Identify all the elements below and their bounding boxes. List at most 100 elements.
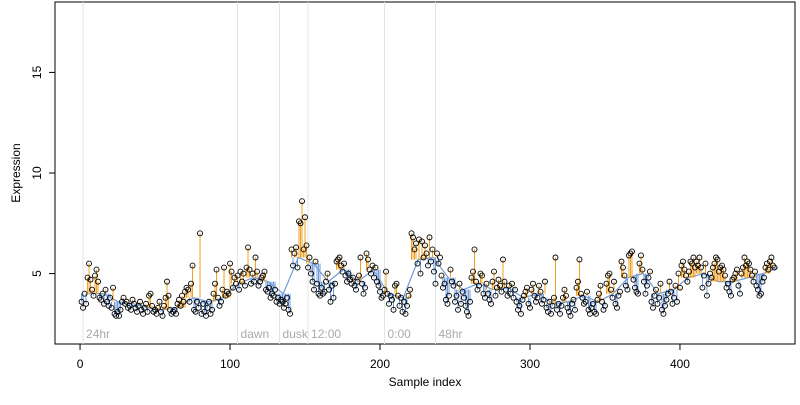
point bbox=[188, 280, 194, 287]
point bbox=[287, 310, 293, 317]
point bbox=[450, 282, 457, 289]
point bbox=[474, 286, 481, 293]
x-tick-label: 400 bbox=[670, 357, 690, 371]
point bbox=[93, 266, 100, 273]
annotation: dusk bbox=[283, 327, 309, 341]
point bbox=[90, 292, 97, 299]
point bbox=[576, 256, 583, 263]
point bbox=[323, 278, 329, 285]
point bbox=[446, 292, 452, 299]
point bbox=[306, 254, 313, 261]
point bbox=[623, 282, 629, 289]
point bbox=[345, 270, 352, 277]
point bbox=[707, 270, 713, 277]
point bbox=[137, 298, 143, 305]
point bbox=[414, 260, 421, 267]
point bbox=[468, 274, 475, 281]
point bbox=[480, 290, 487, 297]
point bbox=[404, 302, 410, 309]
point bbox=[575, 278, 581, 285]
point bbox=[329, 282, 335, 289]
point bbox=[197, 230, 203, 237]
point bbox=[527, 304, 533, 311]
point bbox=[245, 244, 251, 251]
point bbox=[266, 284, 272, 291]
point bbox=[443, 296, 449, 303]
point bbox=[608, 286, 614, 293]
point bbox=[546, 298, 553, 305]
point bbox=[173, 310, 179, 317]
point bbox=[299, 198, 305, 205]
point bbox=[447, 266, 454, 273]
point bbox=[158, 308, 164, 315]
point bbox=[431, 268, 437, 275]
point bbox=[291, 250, 298, 257]
point bbox=[650, 304, 656, 311]
annotation: 0:00 bbox=[388, 327, 412, 341]
point bbox=[755, 286, 761, 293]
x-tick-label: 300 bbox=[520, 357, 540, 371]
point bbox=[662, 302, 668, 309]
point bbox=[666, 278, 673, 285]
point bbox=[363, 250, 370, 257]
point bbox=[470, 268, 476, 275]
point bbox=[233, 280, 239, 287]
point bbox=[750, 278, 757, 285]
point bbox=[515, 306, 521, 313]
point bbox=[549, 302, 556, 309]
point bbox=[423, 250, 430, 257]
point bbox=[629, 248, 635, 255]
point bbox=[489, 278, 496, 285]
point bbox=[486, 296, 493, 303]
point bbox=[684, 278, 691, 285]
point bbox=[117, 306, 124, 313]
point bbox=[519, 296, 526, 303]
point bbox=[348, 280, 355, 287]
point bbox=[300, 246, 307, 253]
point bbox=[441, 280, 448, 287]
point bbox=[167, 306, 173, 313]
point bbox=[359, 280, 365, 287]
point bbox=[479, 272, 485, 279]
point bbox=[536, 282, 542, 289]
point bbox=[402, 310, 409, 317]
point bbox=[339, 268, 346, 275]
point bbox=[368, 270, 374, 277]
point bbox=[293, 244, 299, 251]
point bbox=[771, 264, 778, 271]
point bbox=[690, 254, 697, 261]
point bbox=[279, 298, 286, 305]
point bbox=[552, 254, 559, 261]
point bbox=[567, 312, 574, 319]
point bbox=[564, 304, 571, 311]
point bbox=[558, 302, 565, 309]
point bbox=[92, 272, 98, 279]
point bbox=[572, 306, 578, 313]
point bbox=[528, 286, 535, 293]
point bbox=[116, 312, 122, 319]
point bbox=[129, 296, 136, 303]
point bbox=[657, 280, 664, 287]
point bbox=[108, 304, 115, 311]
point bbox=[501, 278, 508, 285]
point bbox=[215, 294, 221, 301]
point bbox=[732, 270, 739, 277]
point bbox=[206, 298, 212, 305]
point bbox=[231, 274, 238, 281]
point bbox=[411, 246, 418, 253]
point bbox=[426, 234, 433, 241]
point bbox=[641, 278, 647, 285]
point bbox=[569, 300, 575, 307]
point bbox=[360, 290, 367, 297]
point bbox=[582, 298, 589, 305]
point bbox=[189, 262, 196, 269]
point bbox=[119, 298, 125, 305]
point bbox=[693, 258, 700, 265]
point bbox=[542, 278, 548, 285]
point bbox=[561, 286, 568, 293]
point bbox=[615, 292, 622, 299]
point bbox=[297, 220, 304, 227]
point bbox=[639, 266, 646, 273]
point bbox=[710, 264, 716, 271]
point bbox=[534, 294, 541, 301]
